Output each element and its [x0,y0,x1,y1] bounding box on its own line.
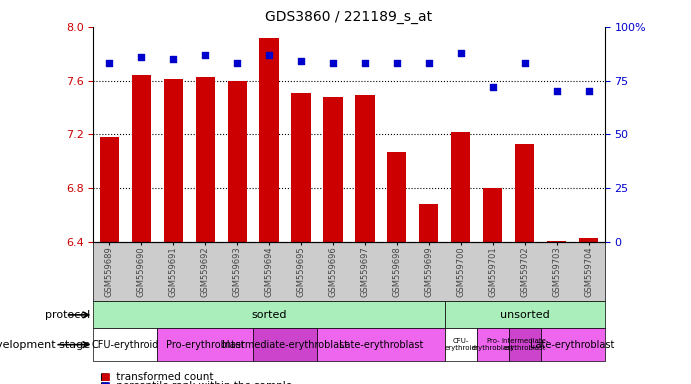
Point [455,50,466,56]
Point [328,60,339,66]
Text: Intermediate-erythroblast: Intermediate-erythroblast [222,339,348,350]
Point [424,60,435,66]
Text: CFU-
erythroid: CFU- erythroid [445,338,477,351]
Text: ■: ■ [100,381,110,384]
Bar [483,188,502,242]
Bar [547,241,566,242]
Text: ■  percentile rank within the sample: ■ percentile rank within the sample [100,381,292,384]
Bar [100,137,119,242]
Point [263,52,274,58]
Text: Late-erythroblast: Late-erythroblast [531,339,615,350]
Point [135,54,146,60]
Text: ■  transformed count: ■ transformed count [100,372,214,382]
Text: CFU-erythroid: CFU-erythroid [91,339,159,350]
Text: Pro-
erythroblast: Pro- erythroblast [471,338,514,351]
Text: Late-erythroblast: Late-erythroblast [339,339,423,350]
Bar [323,97,343,242]
Point [296,58,307,65]
Point [551,88,562,94]
Bar [419,204,438,242]
Point [519,60,530,66]
Point [200,52,211,58]
Point [487,84,498,90]
Text: ■: ■ [100,372,110,382]
Point [104,60,115,66]
Point [583,88,594,94]
Text: sorted: sorted [252,310,287,320]
Bar [355,96,375,242]
Bar [292,93,310,242]
Bar [515,144,534,242]
Bar [387,152,406,242]
Text: development stage: development stage [0,339,90,350]
Text: Intermediate-
erythroblast: Intermediate- erythroblast [501,338,549,351]
Bar [131,75,151,242]
Text: protocol: protocol [45,310,90,320]
Point [359,60,370,66]
Title: GDS3860 / 221189_s_at: GDS3860 / 221189_s_at [265,10,433,25]
Bar [196,77,215,242]
Text: unsorted: unsorted [500,310,549,320]
Point [168,56,179,62]
Bar [164,79,182,242]
Bar [451,132,471,242]
Point [391,60,402,66]
Text: Pro-erythroblast: Pro-erythroblast [166,339,245,350]
Bar [579,238,598,242]
Bar [259,38,278,242]
Bar [227,81,247,242]
Point [231,60,243,66]
